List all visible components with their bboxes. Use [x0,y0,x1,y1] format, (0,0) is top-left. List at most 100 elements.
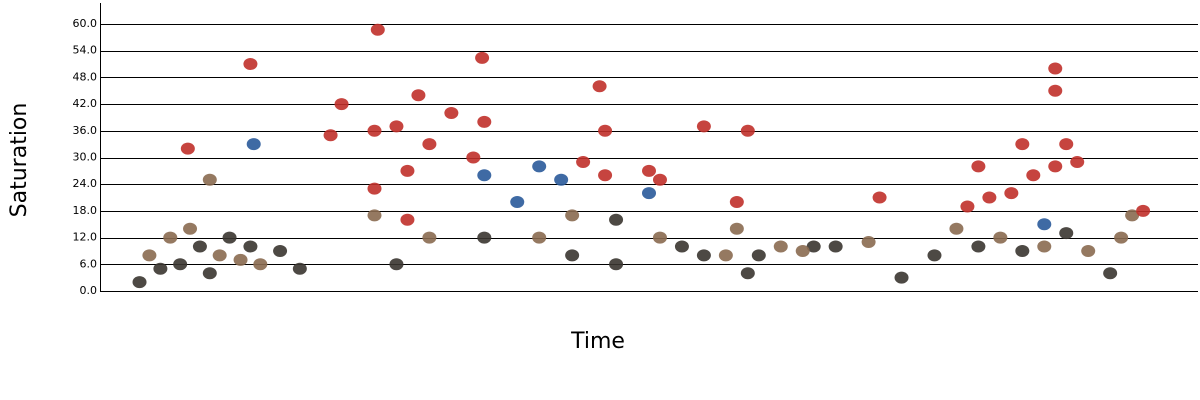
thumbnail-point [993,231,1008,244]
thumbnail-point [696,249,711,262]
thumbnail-point [729,222,744,235]
thumbnail-point [773,240,788,253]
thumbnail-point [163,231,178,244]
thumbnail-point [1004,187,1019,200]
thumbnail-point [292,262,307,275]
thumbnail-point [243,58,258,71]
thumbnail-point [323,129,338,142]
thumbnail-point [609,213,624,226]
thumbnail-point [367,124,382,137]
thumbnail-point [960,200,975,213]
thumbnail-point [861,236,876,249]
x-axis-title: Time [570,329,625,354]
thumbnail-point [183,222,198,235]
thumbnail-point [212,249,227,262]
thumbnail-point [1059,138,1074,151]
y-tick-label: 24.0 [73,177,98,190]
thumbnail-point [1136,204,1151,217]
y-tick-label: 0.0 [80,284,98,297]
thumbnail-point [477,169,492,182]
thumbnail-point [609,258,624,271]
thumbnail-point [642,164,656,177]
thumbnail-point [477,115,492,128]
y-tick-label: 36.0 [73,124,98,137]
thumbnail-point [982,191,997,204]
thumbnail-point [751,249,766,262]
thumbnail-point [444,107,459,119]
thumbnail-point [1037,240,1052,253]
thumbnail-point [576,155,591,168]
thumbnail-point [1015,244,1030,257]
thumbnail-point [806,240,821,253]
thumbnail-point [192,240,207,253]
y-tick-label: 6.0 [80,257,98,270]
thumbnail-point [949,222,964,235]
thumbnail-point [142,249,157,262]
thumbnail-point [1081,244,1096,257]
thumbnail-point [1125,209,1140,222]
thumbnail-point [273,244,288,257]
thumbnail-point [477,231,492,244]
thumbnail-point [1048,84,1063,97]
thumbnail-point [132,276,147,289]
thumbnail-point [674,240,689,253]
thumbnail-point [872,191,887,204]
thumbnail-point [740,124,755,137]
thumbnail-point [598,169,613,182]
thumbnail-point [367,182,382,195]
thumbnail-point [1070,155,1085,168]
thumbnail-point [642,187,656,200]
thumbnail-point [592,80,607,93]
thumbnail-point [598,124,613,137]
thumbnail-point [153,262,168,275]
thumbnail-point [652,173,667,186]
thumbnail-point [740,267,755,280]
thumbnail-point [202,267,217,280]
y-tick-label: 42.0 [73,97,98,110]
thumbnail-point [411,89,426,102]
thumbnail-point [971,160,986,173]
thumbnail-point [466,151,481,164]
thumbnail-point [927,249,942,262]
thumbnail-point [253,258,268,271]
y-tick-label: 30.0 [73,151,98,164]
y-tick-label: 60.0 [73,17,98,30]
y-tick-label: 12.0 [73,231,98,244]
thumbnail-point [1059,227,1074,240]
y-axis-title: Saturation [7,103,32,218]
thumbnail-point [652,231,667,244]
thumbnail-point [422,138,437,151]
thumbnail-point [202,173,217,186]
thumbnail-point [1015,138,1030,151]
thumbnail-point [795,244,810,257]
y-tick-label: 54.0 [73,44,98,57]
thumbnail-point [334,98,349,111]
thumbnail-point [1114,231,1129,244]
thumbnail-point [1048,160,1063,173]
thumbnail-point [696,120,711,133]
thumbnail-point [222,231,237,244]
thumbnail-point [367,209,382,222]
thumbnail-point [173,258,188,271]
thumbnail-point [718,249,733,262]
thumbnail-point [894,271,909,284]
thumbnail-point [1103,267,1118,280]
thumbnail-point [554,173,569,186]
thumbnail-point [246,138,261,151]
thumbnail-point [532,231,547,244]
thumbnail-point [180,142,195,155]
thumbnail-point [565,209,580,222]
thumbnail-point [1048,62,1063,75]
thumbnail-point [729,196,744,208]
thumbnail-point [1037,218,1052,231]
y-tick-label: 48.0 [73,70,98,83]
thumbnail-point [532,160,547,173]
thumbnail-point [370,23,385,36]
thumbnail-point [389,120,404,133]
thumbnail-point [510,196,525,208]
thumbnail-point [389,258,404,271]
y-tick-label: 18.0 [73,204,98,217]
thumbnail-point [243,240,258,253]
thumbnail-point [971,240,986,253]
